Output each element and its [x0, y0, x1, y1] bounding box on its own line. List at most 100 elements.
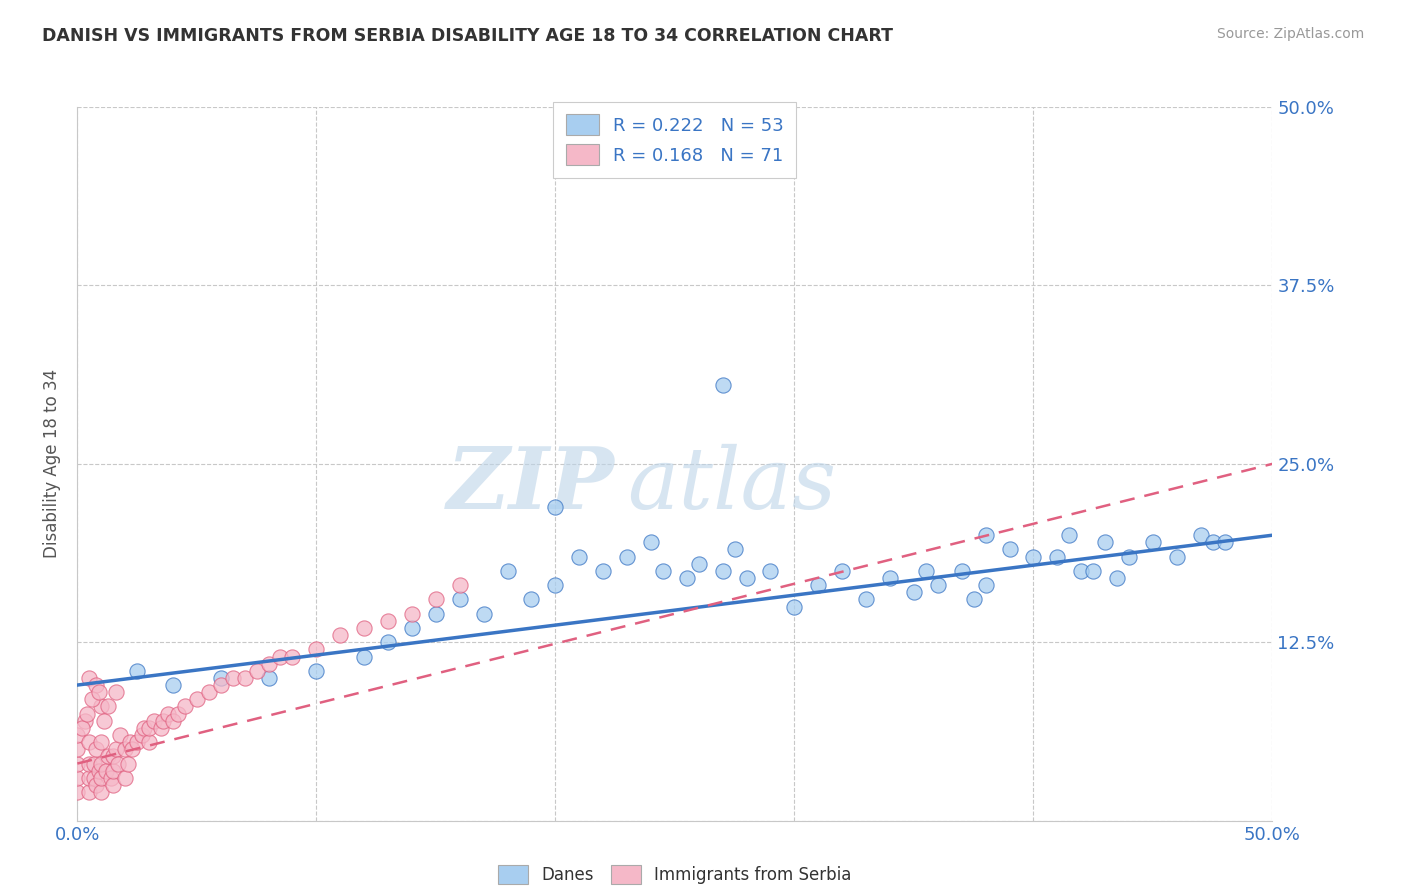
- Point: [963, 592, 986, 607]
- Point: [353, 621, 375, 635]
- Point: [1022, 549, 1045, 564]
- Point: [711, 564, 734, 578]
- Point: [104, 742, 127, 756]
- Point: [97, 699, 120, 714]
- Point: [86, 778, 108, 792]
- Point: [974, 578, 997, 592]
- Point: [222, 671, 245, 685]
- Point: [79, 771, 101, 785]
- Point: [79, 735, 101, 749]
- Point: [1118, 549, 1140, 564]
- Point: [66, 785, 89, 799]
- Point: [831, 564, 853, 578]
- Point: [209, 678, 232, 692]
- Point: [138, 735, 160, 749]
- Point: [79, 756, 101, 771]
- Point: [94, 764, 117, 778]
- Point: [66, 728, 89, 742]
- Point: [152, 714, 174, 728]
- Point: [162, 714, 184, 728]
- Point: [974, 528, 997, 542]
- Point: [879, 571, 901, 585]
- Point: [915, 564, 938, 578]
- Point: [1213, 535, 1236, 549]
- Point: [711, 378, 734, 392]
- Point: [209, 671, 232, 685]
- Point: [134, 721, 156, 735]
- Point: [257, 671, 280, 685]
- Point: [83, 771, 105, 785]
- Point: [233, 671, 256, 685]
- Point: [568, 549, 591, 564]
- Point: [592, 564, 614, 578]
- Point: [353, 649, 375, 664]
- Point: [87, 764, 110, 778]
- Point: [104, 685, 127, 699]
- Point: [425, 592, 447, 607]
- Point: [329, 628, 352, 642]
- Point: [100, 771, 122, 785]
- Point: [1107, 571, 1129, 585]
- Point: [496, 564, 519, 578]
- Point: [86, 742, 108, 756]
- Point: [1059, 528, 1081, 542]
- Point: [855, 592, 877, 607]
- Point: [110, 728, 132, 742]
- Point: [103, 749, 124, 764]
- Point: [616, 549, 638, 564]
- Point: [305, 664, 328, 678]
- Point: [186, 692, 208, 706]
- Point: [281, 649, 304, 664]
- Point: [449, 578, 471, 592]
- Text: Source: ZipAtlas.com: Source: ZipAtlas.com: [1216, 27, 1364, 41]
- Point: [114, 742, 136, 756]
- Point: [86, 678, 108, 692]
- Point: [66, 742, 89, 756]
- Y-axis label: Disability Age 18 to 34: Disability Age 18 to 34: [44, 369, 62, 558]
- Text: DANISH VS IMMIGRANTS FROM SERBIA DISABILITY AGE 18 TO 34 CORRELATION CHART: DANISH VS IMMIGRANTS FROM SERBIA DISABIL…: [42, 27, 893, 45]
- Point: [520, 592, 543, 607]
- Legend: Danes, Immigrants from Serbia: Danes, Immigrants from Serbia: [492, 858, 858, 891]
- Point: [998, 542, 1021, 557]
- Point: [90, 756, 112, 771]
- Point: [103, 764, 124, 778]
- Point: [142, 714, 165, 728]
- Point: [305, 642, 328, 657]
- Point: [807, 578, 830, 592]
- Point: [93, 714, 115, 728]
- Point: [70, 721, 93, 735]
- Point: [759, 564, 782, 578]
- Point: [162, 678, 184, 692]
- Point: [97, 749, 120, 764]
- Point: [1202, 535, 1225, 549]
- Point: [544, 578, 567, 592]
- Point: [66, 756, 89, 771]
- Point: [377, 614, 399, 628]
- Point: [401, 607, 423, 621]
- Point: [1046, 549, 1069, 564]
- Point: [83, 756, 105, 771]
- Point: [270, 649, 292, 664]
- Point: [127, 735, 149, 749]
- Point: [927, 578, 949, 592]
- Point: [107, 756, 129, 771]
- Point: [198, 685, 221, 699]
- Point: [783, 599, 806, 614]
- Text: ZIP: ZIP: [447, 443, 616, 527]
- Point: [150, 721, 173, 735]
- Point: [676, 571, 699, 585]
- Point: [114, 771, 136, 785]
- Point: [688, 557, 710, 571]
- Point: [1094, 535, 1116, 549]
- Text: atlas: atlas: [627, 444, 837, 526]
- Point: [1083, 564, 1105, 578]
- Point: [472, 607, 495, 621]
- Point: [652, 564, 675, 578]
- Point: [425, 607, 447, 621]
- Point: [103, 778, 124, 792]
- Point: [138, 721, 160, 735]
- Point: [1166, 549, 1188, 564]
- Point: [544, 500, 567, 514]
- Point: [1070, 564, 1092, 578]
- Point: [90, 699, 112, 714]
